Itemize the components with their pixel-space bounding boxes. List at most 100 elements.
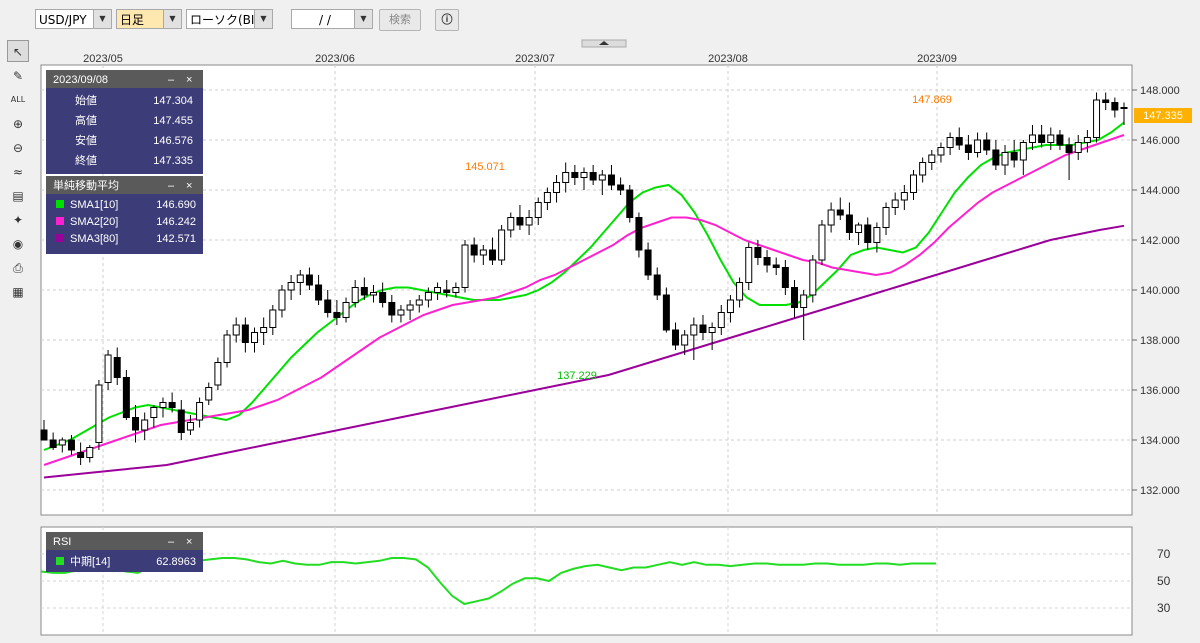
candle <box>562 162 570 193</box>
candle <box>717 305 725 335</box>
pen-icon[interactable]: ✎ <box>12 69 24 83</box>
chevron-down-icon: ▼ <box>254 10 272 28</box>
currency-pair-select[interactable]: USD/JPY ▼ <box>35 9 112 29</box>
y-tick-label: 142.000 <box>1140 235 1180 247</box>
candle <box>507 212 515 238</box>
period-value: 日足 <box>120 13 145 27</box>
rsi-title: RSI <box>53 536 71 548</box>
candle <box>40 420 48 441</box>
candle <box>150 405 158 428</box>
shapes-icon[interactable]: ✦ <box>12 213 24 227</box>
sma-panel: 単純移動平均 – × SMA1[10] 146.690 SMA2[20] 146.24… <box>46 176 203 254</box>
candle <box>598 170 606 195</box>
x-tick-label: 2023/07 <box>515 53 555 65</box>
print-icon[interactable]: ⎙ <box>13 261 23 275</box>
candle <box>177 400 185 440</box>
candle <box>470 237 478 263</box>
candle <box>626 185 634 223</box>
grid-icon[interactable]: ▦ <box>12 285 24 299</box>
candle <box>452 282 460 298</box>
candle <box>67 435 75 455</box>
candle <box>1010 140 1018 168</box>
chart-kind-select[interactable]: ローソク(BID) ▼ <box>186 9 273 29</box>
candle <box>617 177 625 195</box>
candle <box>672 322 680 350</box>
candle <box>745 242 753 290</box>
minimize-icon[interactable]: – <box>168 536 175 548</box>
candle <box>1028 125 1036 150</box>
high-annotation: 147.869 <box>912 94 952 106</box>
candle <box>791 280 799 318</box>
wave-icon[interactable]: ≈ <box>12 165 24 179</box>
y-tick-label: 136.000 <box>1140 385 1180 397</box>
candle <box>845 202 853 240</box>
candle <box>205 382 213 405</box>
ohlc-row-value: 146.576 <box>153 135 193 147</box>
candle <box>726 295 734 323</box>
close-icon[interactable]: × <box>186 74 192 86</box>
sma-row-value: 142.571 <box>156 233 196 245</box>
ohlc-row-label: 安値 <box>75 133 97 147</box>
candle <box>498 225 506 265</box>
currency-pair-value: USD/JPY <box>39 13 87 27</box>
ruler-icon[interactable]: ▤ <box>12 189 24 203</box>
candle <box>983 132 991 155</box>
candle <box>580 167 588 190</box>
candle <box>351 280 359 308</box>
zoom-in-icon[interactable]: ⊕ <box>12 117 24 131</box>
candle <box>269 305 277 335</box>
x-tick-label: 2023/09 <box>917 53 957 65</box>
candle <box>781 260 789 295</box>
minimize-icon[interactable]: – <box>168 74 175 86</box>
candle <box>434 282 442 300</box>
candle <box>232 317 240 343</box>
candle <box>644 242 652 280</box>
close-icon[interactable]: × <box>186 536 192 548</box>
candle <box>937 142 945 163</box>
minimize-icon[interactable]: – <box>168 180 175 192</box>
x-tick-label: 2023/06 <box>315 53 355 65</box>
toolbar: USD/JPY ▼ 日足 ▼ ローソク(BID) ▼ / / ▼ 検索 ⓘ <box>0 0 1200 40</box>
candle <box>397 305 405 323</box>
candle <box>553 175 561 203</box>
candle <box>1074 135 1082 160</box>
rsi-y-label: 30 <box>1157 601 1171 615</box>
current-price-label: 147.335 <box>1143 110 1183 122</box>
search-button[interactable]: 検索 <box>379 9 421 31</box>
ohlc-row-label: 始値 <box>75 93 97 107</box>
candle <box>488 237 496 265</box>
candle <box>415 295 423 313</box>
candle <box>241 317 249 353</box>
current-price-tag <box>1134 108 1192 123</box>
candle <box>296 270 304 295</box>
info-icon[interactable]: ⓘ <box>435 9 459 31</box>
rsi-swatch <box>56 557 64 565</box>
cursor-icon[interactable]: ↖ <box>7 40 29 62</box>
close-icon[interactable]: × <box>186 180 192 192</box>
candle <box>571 165 579 185</box>
ohlc-panel: 2023/09/08 – × 始値 147.304 高値 147.455 安値 146.5… <box>46 70 203 174</box>
candle <box>315 275 323 305</box>
candle <box>736 277 744 308</box>
candle <box>1111 97 1119 118</box>
candle <box>681 330 689 355</box>
eraser-icon[interactable]: ALL <box>10 95 26 104</box>
candle <box>1056 130 1064 150</box>
date-input[interactable]: / / ▼ <box>291 9 373 29</box>
eye-icon[interactable]: ◉ <box>12 237 24 251</box>
candle <box>855 222 863 245</box>
candle <box>443 280 451 298</box>
low-annotation: 137.229 <box>557 370 597 382</box>
sma-line <box>43 121 1125 451</box>
candle <box>1047 127 1055 150</box>
candle <box>324 290 332 318</box>
candle <box>964 135 972 160</box>
candle <box>534 197 542 225</box>
period-select[interactable]: 日足 ▼ <box>116 9 182 29</box>
zoom-out-icon[interactable]: ⊖ <box>12 141 24 155</box>
candle <box>800 290 808 340</box>
candle <box>77 442 85 465</box>
rsi-y-label: 70 <box>1157 547 1171 561</box>
candle <box>909 170 917 200</box>
candle <box>708 322 716 350</box>
